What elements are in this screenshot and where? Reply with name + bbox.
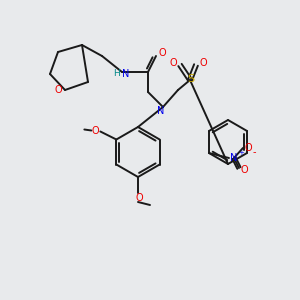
Text: O: O — [240, 165, 248, 175]
Text: N: N — [157, 106, 165, 116]
Text: O: O — [169, 58, 177, 68]
Text: O: O — [158, 48, 166, 58]
Text: +: + — [238, 150, 244, 156]
Text: -: - — [252, 147, 256, 157]
Text: S: S — [188, 74, 195, 84]
Text: O: O — [54, 85, 62, 95]
Text: O: O — [199, 58, 207, 68]
Text: N: N — [122, 69, 130, 79]
Text: O: O — [92, 125, 99, 136]
Text: O: O — [244, 143, 252, 153]
Text: H: H — [114, 70, 120, 79]
Text: N: N — [230, 153, 238, 163]
Text: O: O — [135, 193, 143, 203]
